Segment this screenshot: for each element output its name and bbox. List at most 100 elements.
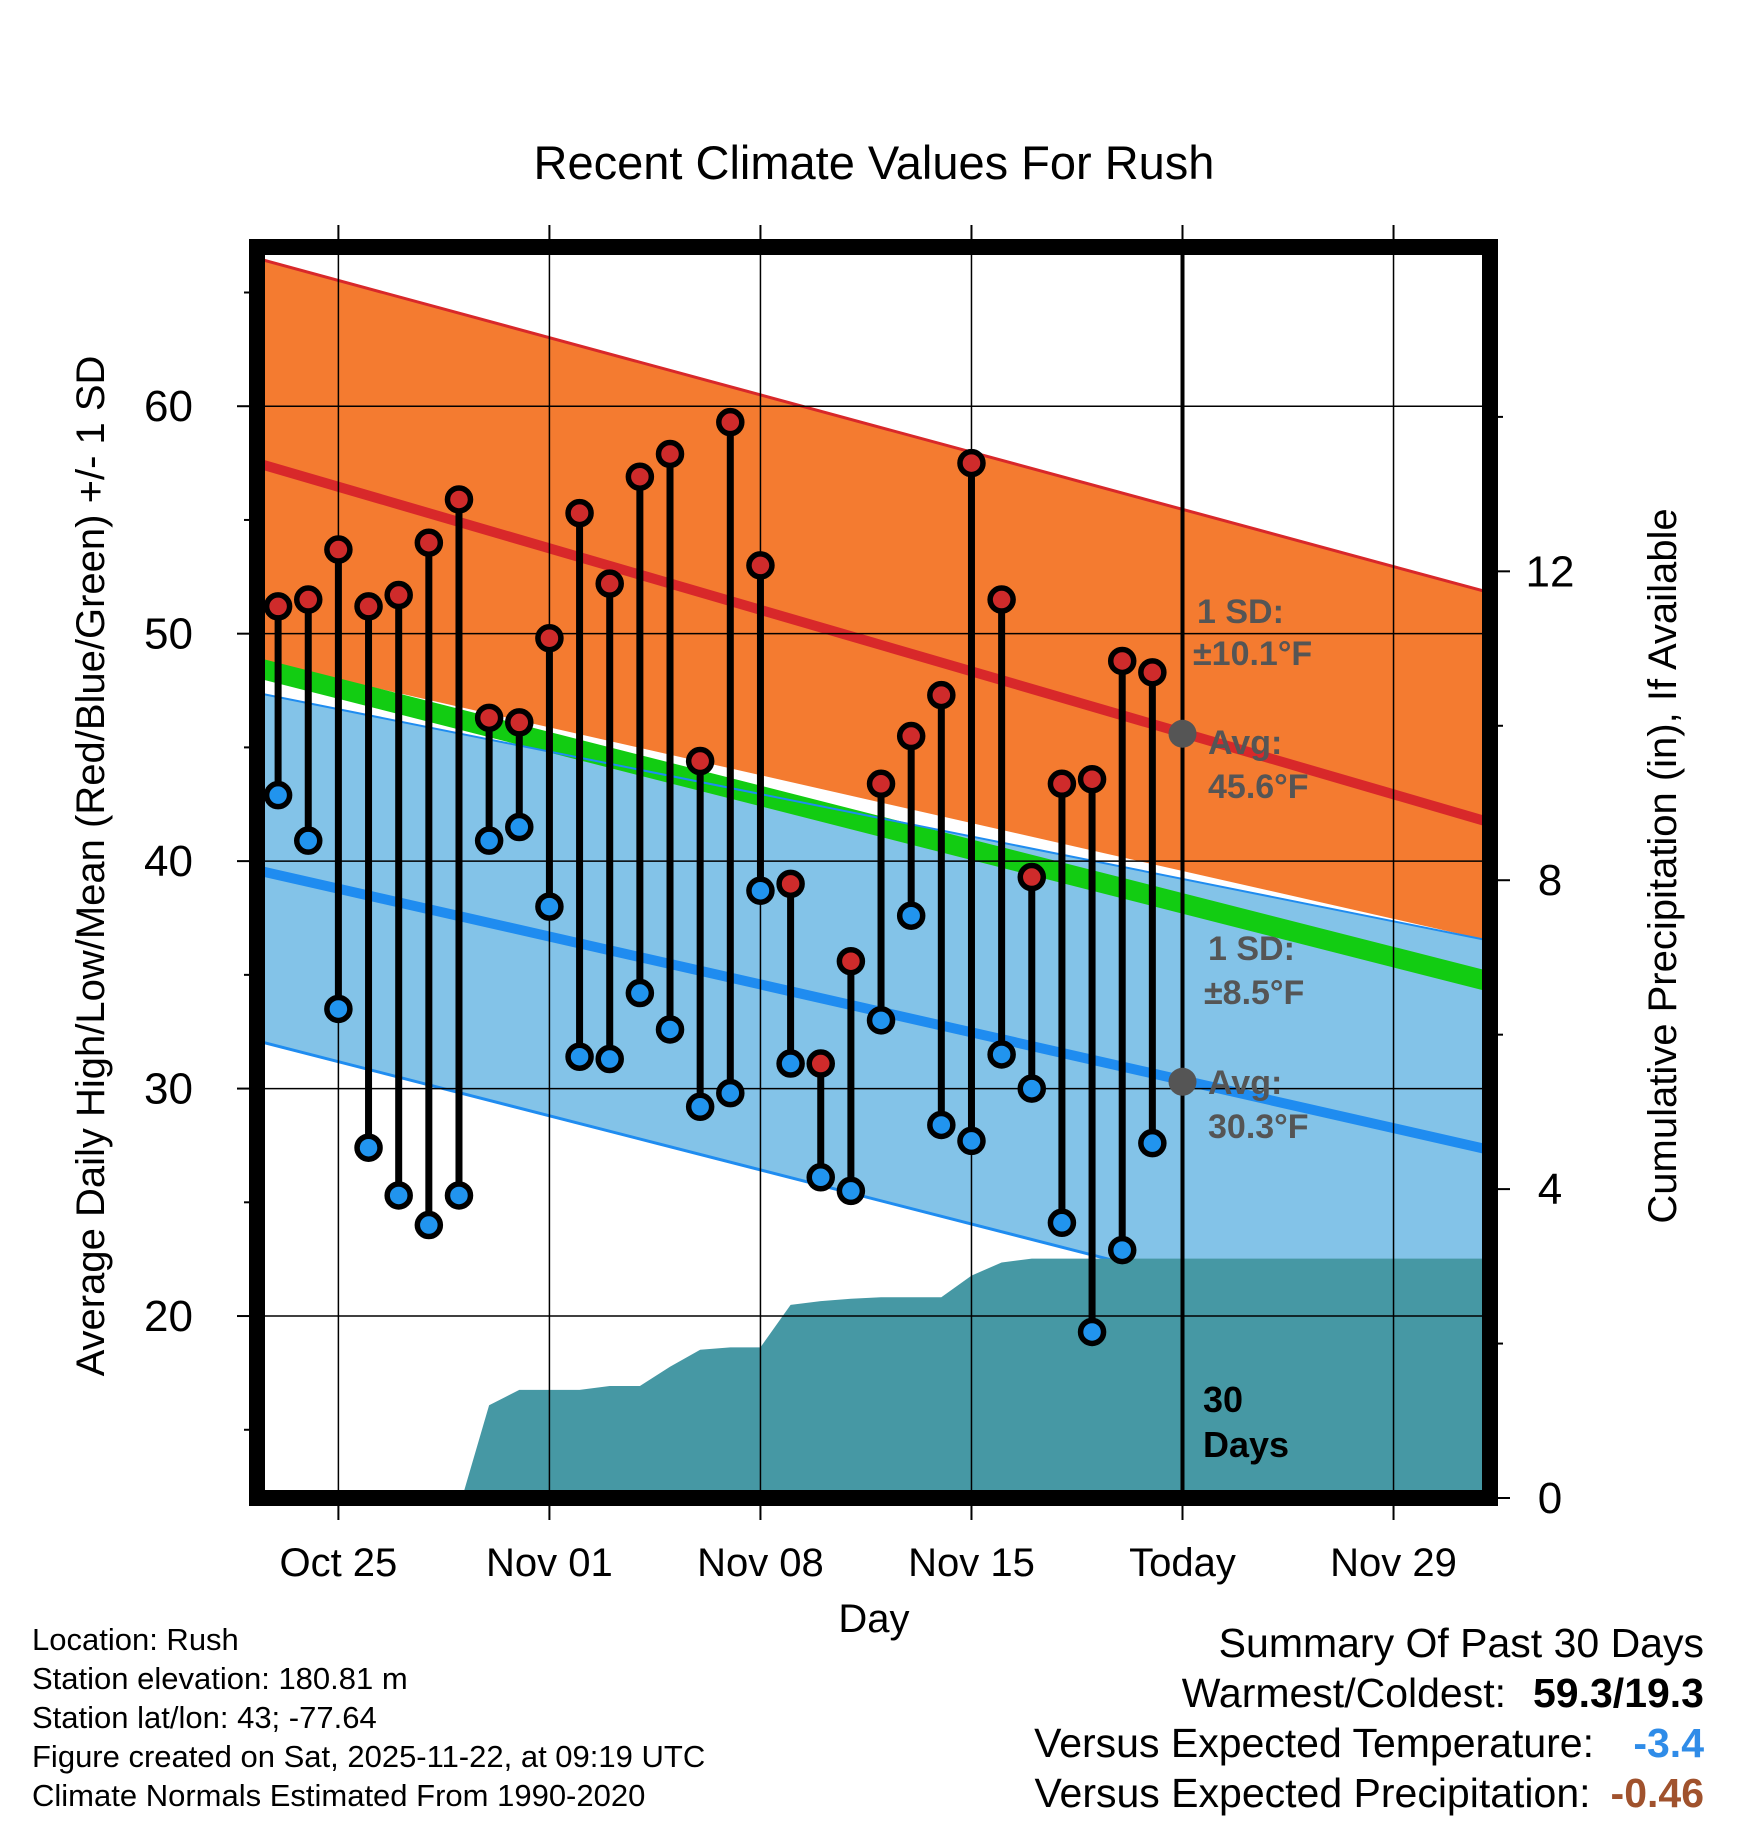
- daily-high-point: [866, 769, 896, 799]
- location-text: Location: Rush: [32, 1622, 239, 1657]
- daily-low-point: [625, 978, 655, 1008]
- y2-tick-label: 4: [1538, 1165, 1562, 1214]
- summary-panel: Summary Of Past 30 Days Warmest/Coldest:…: [1034, 1618, 1704, 1818]
- low-avg-marker: [1168, 1067, 1197, 1096]
- daily-high-point: [957, 448, 986, 478]
- x-tick-label: Today: [1129, 1541, 1236, 1585]
- daily-low-point: [384, 1181, 413, 1210]
- y2-tick-label: 0: [1538, 1474, 1562, 1523]
- daily-low-point: [776, 1049, 805, 1078]
- low-sd-label: 1 SD:: [1208, 930, 1295, 968]
- y2-axis-label: Cumulative Precipitation (in), If Availa…: [1641, 508, 1685, 1223]
- precip-area: [462, 1258, 1490, 1498]
- daily-low-point: [836, 1176, 866, 1206]
- daily-high-point: [414, 528, 444, 557]
- daily-high-point: [293, 585, 323, 614]
- daily-high-point: [685, 746, 715, 776]
- daily-high-point: [1107, 646, 1137, 676]
- low-avg-value: 30.3°F: [1208, 1108, 1309, 1146]
- x-tick-label: Nov 15: [908, 1541, 1035, 1585]
- y-tick-label: 40: [144, 837, 193, 886]
- daily-low-point: [1017, 1074, 1047, 1103]
- daily-high-point: [896, 721, 926, 751]
- daily-low-point: [716, 1078, 745, 1108]
- low-sd-value: ±8.5°F: [1204, 974, 1304, 1012]
- low-avg-label: Avg:: [1208, 1064, 1282, 1102]
- high-sd-label: 1 SD:: [1197, 593, 1284, 631]
- daily-low-point: [685, 1092, 715, 1122]
- daily-high-point: [1077, 764, 1107, 794]
- days-label-word: Days: [1203, 1424, 1289, 1465]
- daily-low-point: [474, 826, 504, 855]
- high-avg-value: 45.6°F: [1208, 768, 1309, 806]
- daily-low-point: [293, 826, 323, 855]
- daily-high-point: [505, 708, 534, 737]
- y-axis-label: Average Daily High/Low/Mean (Red/Blue/Gr…: [69, 356, 113, 1377]
- y2-tick-label: 8: [1538, 856, 1562, 905]
- normal-high-line: [257, 458, 1490, 828]
- daily-low-point: [324, 994, 353, 1024]
- y2-tick-label: 12: [1526, 547, 1575, 596]
- y-tick-label: 30: [144, 1065, 193, 1114]
- high-sd-upper-edge: [257, 256, 1490, 595]
- days-label-number: 30: [1203, 1379, 1243, 1420]
- daily-high-point: [776, 869, 805, 899]
- y-tick-label: 20: [144, 1292, 193, 1341]
- daily-high-point: [927, 680, 956, 710]
- daily-high-point: [1017, 862, 1047, 892]
- daily-high-point: [1138, 658, 1167, 687]
- daily-high-point: [1047, 769, 1077, 799]
- daily-low-point: [866, 1006, 896, 1035]
- summary-title: Summary Of Past 30 Days: [1218, 1620, 1704, 1666]
- precip-label: Versus Expected Precipitation:: [1034, 1770, 1591, 1816]
- high-avg-label: Avg:: [1208, 724, 1282, 762]
- y-tick-label: 50: [144, 610, 193, 659]
- plot-frame: [249, 239, 1498, 1506]
- daily-low-point: [505, 812, 534, 842]
- station-info: Location: Rush Station elevation: 180.81…: [32, 1620, 705, 1815]
- daily-high-point: [474, 703, 504, 733]
- daily-high-point: [987, 585, 1016, 614]
- x-tick-label: Nov 29: [1330, 1541, 1457, 1585]
- warmest-row: Warmest/Coldest: 59.3/19.3: [1034, 1668, 1704, 1718]
- daily-high-point: [444, 485, 474, 514]
- high-sd-value: ±10.1°F: [1193, 635, 1312, 673]
- temp-label: Versus Expected Temperature:: [1034, 1720, 1594, 1766]
- low-sd-upper-edge: [257, 691, 1490, 942]
- daily-high-point: [746, 551, 775, 580]
- daily-low-point: [896, 901, 926, 930]
- normals-text: Climate Normals Estimated From 1990-2020: [32, 1778, 646, 1813]
- daily-low-point: [565, 1042, 594, 1071]
- daily-low-point: [1047, 1208, 1077, 1238]
- y-tick-label: 60: [144, 382, 193, 431]
- daily-high-point: [836, 946, 866, 976]
- plot-area: 1 SD: ±10.1°F Avg: 45.6°F 1 SD: ±8.5°F Avg: 30.…: [144, 225, 1574, 1585]
- temp-row: Versus Expected Temperature: -3.4: [1034, 1718, 1704, 1768]
- daily-low-point: [1077, 1317, 1107, 1347]
- daily-high-point: [806, 1049, 835, 1078]
- x-tick-label: Oct 25: [279, 1541, 397, 1585]
- daily-high-point: [384, 580, 413, 610]
- daily-low-point: [444, 1181, 474, 1210]
- x-tick-label: Nov 01: [486, 1541, 613, 1585]
- daily-high-point: [263, 592, 293, 621]
- normal-mean-line: [257, 658, 1490, 992]
- daily-high-point: [565, 498, 594, 528]
- latlon-text: Station lat/lon: 43; -77.64: [32, 1700, 377, 1735]
- daily-low-point: [746, 876, 775, 905]
- daily-low-point: [806, 1163, 835, 1192]
- daily-high-point: [625, 462, 655, 491]
- daily-high-point: [595, 569, 624, 598]
- daily-high-point: [354, 592, 383, 621]
- warmest-value: 59.3/19.3: [1533, 1670, 1704, 1716]
- daily-low-point: [987, 1040, 1016, 1069]
- x-tick-label: Nov 08: [697, 1541, 824, 1585]
- temp-value: -3.4: [1633, 1720, 1704, 1766]
- daily-low-point: [414, 1210, 444, 1240]
- daily-high-point: [324, 535, 353, 564]
- daily-low-point: [927, 1110, 956, 1140]
- daily-high-point: [716, 407, 745, 437]
- daily-low-point: [535, 892, 564, 921]
- daily-high-point: [535, 623, 564, 653]
